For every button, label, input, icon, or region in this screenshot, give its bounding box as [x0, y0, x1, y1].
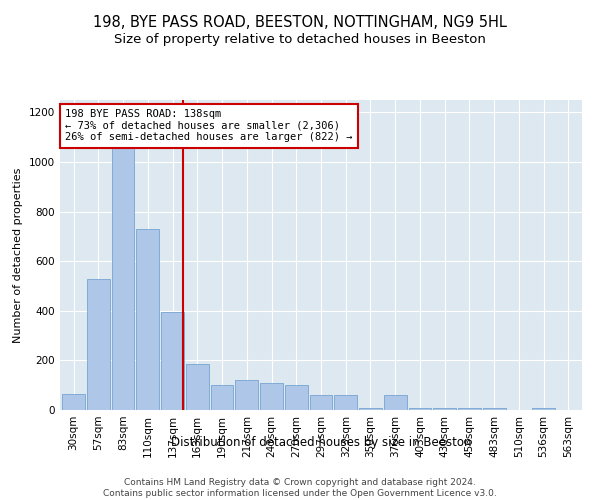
- Bar: [384, 395, 407, 410]
- Bar: [483, 408, 506, 410]
- Text: Distribution of detached houses by size in Beeston: Distribution of detached houses by size …: [171, 436, 471, 449]
- Bar: [87, 278, 110, 410]
- Text: 198 BYE PASS ROAD: 138sqm
← 73% of detached houses are smaller (2,306)
26% of se: 198 BYE PASS ROAD: 138sqm ← 73% of detac…: [65, 110, 353, 142]
- Text: Contains HM Land Registry data © Crown copyright and database right 2024.
Contai: Contains HM Land Registry data © Crown c…: [103, 478, 497, 498]
- Bar: [161, 312, 184, 410]
- Bar: [532, 408, 555, 410]
- Bar: [458, 408, 481, 410]
- Bar: [112, 112, 134, 410]
- Bar: [186, 364, 209, 410]
- Bar: [211, 385, 233, 410]
- Bar: [235, 380, 258, 410]
- Text: Size of property relative to detached houses in Beeston: Size of property relative to detached ho…: [114, 32, 486, 46]
- Bar: [409, 408, 431, 410]
- Bar: [310, 395, 332, 410]
- Bar: [285, 385, 308, 410]
- Bar: [62, 394, 85, 410]
- Bar: [136, 229, 159, 410]
- Bar: [433, 408, 456, 410]
- Bar: [359, 408, 382, 410]
- Text: 198, BYE PASS ROAD, BEESTON, NOTTINGHAM, NG9 5HL: 198, BYE PASS ROAD, BEESTON, NOTTINGHAM,…: [93, 15, 507, 30]
- Bar: [260, 382, 283, 410]
- Y-axis label: Number of detached properties: Number of detached properties: [13, 168, 23, 342]
- Bar: [334, 395, 357, 410]
